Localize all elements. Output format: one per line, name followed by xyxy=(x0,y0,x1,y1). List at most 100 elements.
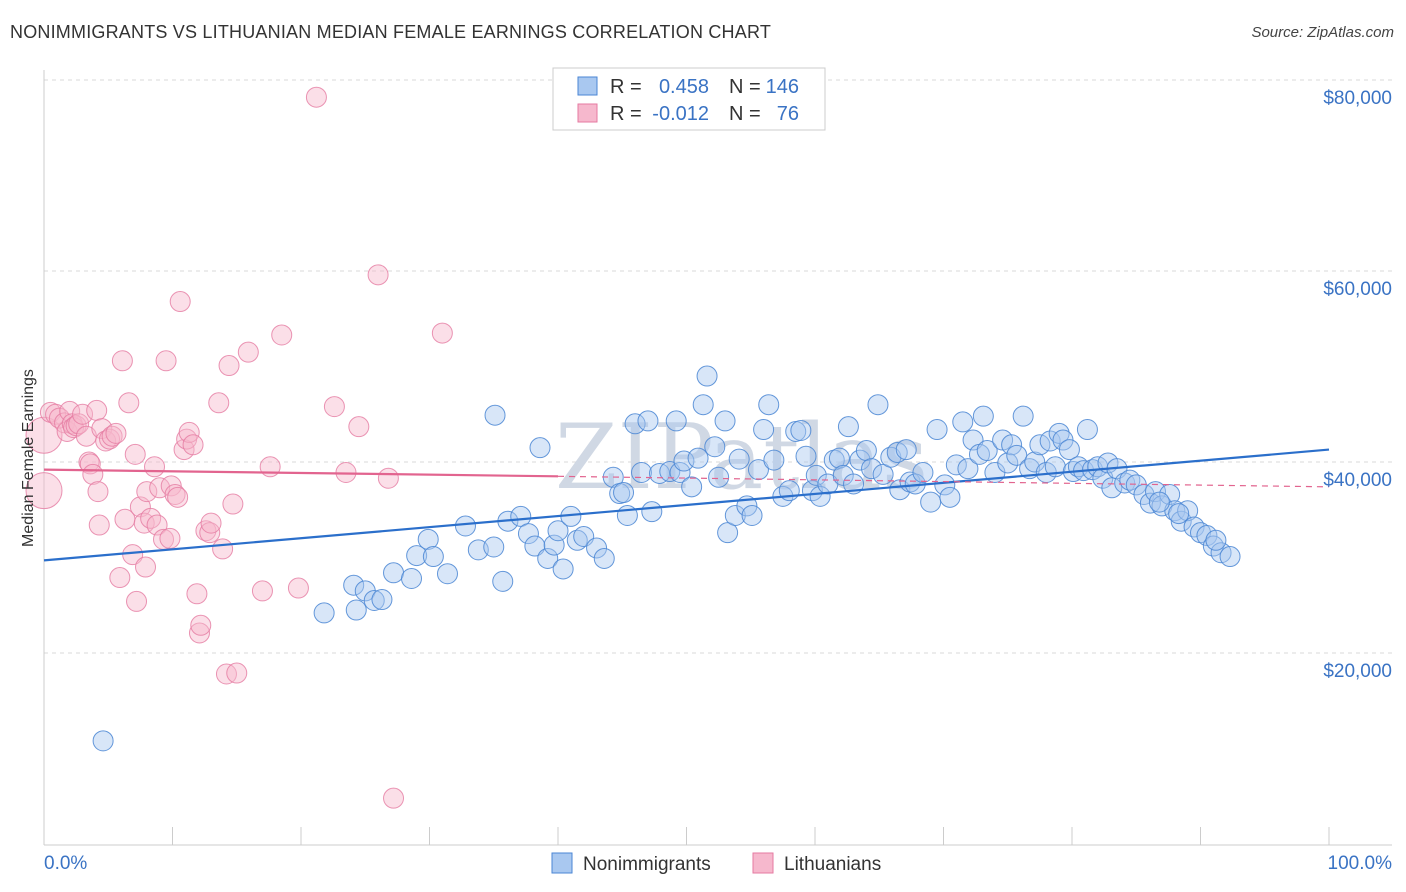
nonimmigrants-point xyxy=(343,574,365,596)
nonimmigrants-point xyxy=(912,462,934,484)
legend-n-label-2: N = xyxy=(729,103,761,125)
nonimmigrants-point xyxy=(728,448,750,470)
lithuanians-point xyxy=(178,421,200,443)
watermark: ZIPatlas xyxy=(555,405,928,510)
nonimmigrants-point xyxy=(886,441,908,463)
legend-r-label-1: R = xyxy=(610,76,642,98)
lithuanians-point xyxy=(377,467,399,489)
nonimmigrants-point xyxy=(934,474,956,496)
lithuanians-point xyxy=(226,662,248,684)
nonimmigrants-point xyxy=(939,486,961,508)
lithuanians-point xyxy=(218,355,240,377)
lithuanians-point xyxy=(367,264,389,286)
nonimmigrants-point xyxy=(624,413,646,435)
nonimmigrants-point xyxy=(717,522,739,544)
lithuanians-point xyxy=(79,453,101,475)
trend-lines xyxy=(43,448,1330,562)
lithuanians-point xyxy=(87,481,109,503)
nonimmigrants-point xyxy=(1219,546,1241,568)
lithuanians-point xyxy=(59,400,81,422)
nonimmigrants-point xyxy=(543,534,565,556)
nonimmigrants-point xyxy=(467,539,489,561)
y-axis-label: Median Female Earnings xyxy=(20,369,37,547)
y-tick-label-80000: $80,000 xyxy=(1323,88,1392,109)
lithuanians-point xyxy=(182,434,204,456)
nonimmigrants-point xyxy=(1048,422,1070,444)
legend-r-value-1: 0.458 xyxy=(659,76,709,98)
legend-r-value-2: -0.012 xyxy=(652,103,709,125)
legend-r-label-2: R = xyxy=(610,103,642,125)
lithuanians-point xyxy=(99,428,121,450)
nonimmigrants-point xyxy=(363,589,385,611)
nonimmigrants-point xyxy=(401,568,423,590)
nonimmigrants-point xyxy=(669,462,691,484)
nonimmigrants-point xyxy=(1058,439,1080,461)
nonimmigrants-point xyxy=(454,515,476,537)
lithuanians-point xyxy=(169,291,191,313)
lithuanians-point xyxy=(118,392,140,414)
nonimmigrants-point xyxy=(758,394,780,416)
lithuanians-point xyxy=(348,416,370,438)
nonimmigrants-point xyxy=(1205,529,1227,551)
nonimmigrants-point xyxy=(586,537,608,559)
nonimmigrants-point xyxy=(972,405,994,427)
nonimmigrants-point xyxy=(406,545,428,567)
nonimmigrants-point xyxy=(861,458,883,480)
nonimmigrants-point xyxy=(371,589,393,611)
nonimmigrants-point xyxy=(828,447,850,469)
legend-n-value-2: 76 xyxy=(777,103,799,125)
nonimmigrants-point xyxy=(566,529,588,551)
nonimmigrants-point xyxy=(957,458,979,480)
nonimmigrants-point xyxy=(687,447,709,469)
lithuanians-point xyxy=(323,396,345,418)
nonimmigrants-point xyxy=(714,410,736,432)
nonimmigrants-point xyxy=(809,485,831,507)
nonimmigrants-point xyxy=(547,520,569,542)
lithuanians-point xyxy=(188,622,210,644)
lithuanians-point xyxy=(159,527,181,549)
lithuanians-point xyxy=(144,456,166,478)
lithuanians-points xyxy=(25,86,453,809)
correlation-legend: R = 0.458 N = 146 R = -0.012 N = 76 xyxy=(552,67,826,131)
nonimmigrants-point xyxy=(696,365,718,387)
nonimmigrants-trend-line xyxy=(43,448,1330,562)
nonimmigrants-point xyxy=(313,602,335,624)
lithuanians-point xyxy=(212,538,234,560)
lithuanians-point xyxy=(271,324,293,346)
nonimmigrants-point xyxy=(641,501,663,523)
nonimmigrants-point xyxy=(741,504,763,526)
lithuanians-point xyxy=(105,422,127,444)
nonimmigrants-point xyxy=(484,404,506,426)
nonimmigrants-point xyxy=(510,505,532,527)
lithuanians-point xyxy=(135,556,157,578)
nonimmigrants-point xyxy=(843,473,865,495)
nonimmigrants-point xyxy=(790,419,812,441)
nonimmigrants-point xyxy=(537,547,559,569)
nonimmigrants-point xyxy=(417,528,439,550)
chart-source: Source: ZipAtlas.com xyxy=(1251,24,1394,41)
nonimmigrants-point xyxy=(422,546,444,568)
lithuanians-point xyxy=(101,425,123,447)
series-label-lithuanians: Lithuanians xyxy=(784,854,881,875)
lithuanians-point xyxy=(383,787,405,809)
nonimmigrants-point xyxy=(524,535,546,557)
nonimmigrants-point xyxy=(529,437,551,459)
lithuanians-trend-line xyxy=(43,468,559,478)
lithuanians-point xyxy=(200,512,222,534)
lithuanians-point xyxy=(78,451,100,473)
nonimmigrants-point xyxy=(795,445,817,467)
nonimmigrants-point xyxy=(855,440,877,462)
nonimmigrants-point xyxy=(383,562,405,584)
lithuanians-point xyxy=(251,580,273,602)
lithuanians-point xyxy=(91,418,113,440)
lithuanians-point xyxy=(109,567,131,589)
nonimmigrants-point xyxy=(1183,516,1205,538)
nonimmigrants-point xyxy=(753,419,775,441)
nonimmigrants-point xyxy=(976,440,998,462)
nonimmigrants-point xyxy=(895,439,917,461)
lithuanians-point xyxy=(222,493,244,515)
nonimmigrants-point xyxy=(1012,405,1034,427)
lithuanians-point xyxy=(186,583,208,605)
lithuanians-point xyxy=(208,392,230,414)
nonimmigrants-point xyxy=(1001,434,1023,456)
